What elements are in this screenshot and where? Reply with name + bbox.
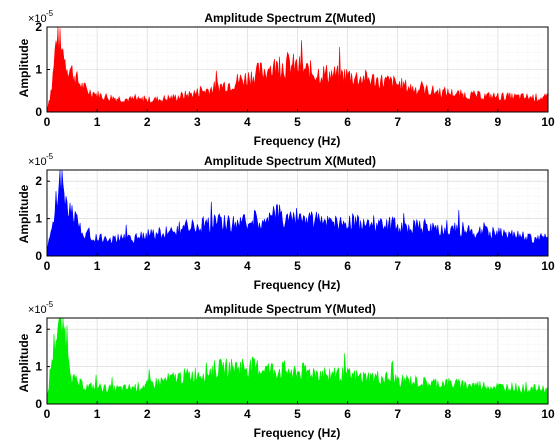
x-tick-label: 8 xyxy=(444,259,451,273)
x-tick-label: 10 xyxy=(541,115,555,129)
x-tick-label: 3 xyxy=(194,259,201,273)
x-tick-label: 5 xyxy=(294,115,301,129)
x-tick-label: 7 xyxy=(394,259,401,273)
x-tick-label: 9 xyxy=(495,259,502,273)
chart-panel-x: Amplitude Spectrum X(Muted) ×10 -5 Ampli… xyxy=(17,152,555,292)
y-tick-label: 0 xyxy=(35,397,42,411)
x-axis-label: Frequency (Hz) xyxy=(254,278,341,292)
x-tick-label: 0 xyxy=(44,259,51,273)
y-axis-label: Amplitude xyxy=(17,38,31,97)
x-tick-label: 1 xyxy=(94,407,101,421)
y-tick-label: 0 xyxy=(35,105,42,119)
x-tick-label: 3 xyxy=(194,407,201,421)
x-tick-label: 6 xyxy=(344,407,351,421)
x-tick-label: 2 xyxy=(144,407,151,421)
x-tick-label: 7 xyxy=(394,115,401,129)
x-tick-label: 10 xyxy=(541,259,555,273)
x-tick-label: 8 xyxy=(444,407,451,421)
y-tick-label: 1 xyxy=(35,212,42,226)
x-tick-label: 1 xyxy=(94,115,101,129)
chart-panel-z: Amplitude Spectrum Z(Muted) ×10 -5 Ampli… xyxy=(17,9,555,148)
x-tick-label: 6 xyxy=(344,259,351,273)
x-tick-label: 2 xyxy=(144,259,151,273)
spectrum-area xyxy=(46,169,549,257)
x-tick-label: 9 xyxy=(495,115,502,129)
x-tick-label: 8 xyxy=(444,115,451,129)
y-exponent-power: -5 xyxy=(46,300,54,309)
x-tick-label: 7 xyxy=(394,407,401,421)
y-tick-label: 2 xyxy=(35,174,42,188)
plot-area: 0 1 2 3 4 5 6 7 8 9 10 0 1 2 xyxy=(35,20,555,129)
chart-title: Amplitude Spectrum Y(Muted) xyxy=(204,302,376,316)
plot-area: 0 1 2 3 4 5 6 7 8 9 10 0 1 2 xyxy=(35,169,555,273)
y-tick-label: 1 xyxy=(35,360,42,374)
x-axis-label: Frequency (Hz) xyxy=(254,426,341,440)
y-exponent-power: -5 xyxy=(46,152,54,161)
chart-title: Amplitude Spectrum X(Muted) xyxy=(204,154,376,168)
y-tick-label: 2 xyxy=(35,322,42,336)
x-tick-label: 9 xyxy=(495,407,502,421)
y-exponent-base: ×10 xyxy=(28,13,47,25)
y-tick-label: 1 xyxy=(35,63,42,77)
x-tick-label: 10 xyxy=(541,407,555,421)
spectrum-area xyxy=(46,26,549,113)
x-tick-label: 4 xyxy=(244,407,251,421)
x-tick-label: 3 xyxy=(194,115,201,129)
x-tick-label: 4 xyxy=(244,259,251,273)
y-axis-label: Amplitude xyxy=(17,333,31,392)
chart-panel-y: Amplitude Spectrum Y(Muted) ×10 -5 Ampli… xyxy=(17,300,555,440)
y-exponent-power: -5 xyxy=(46,9,54,18)
y-tick-label: 0 xyxy=(35,249,42,263)
x-tick-label: 0 xyxy=(44,115,51,129)
y-exponent-base: ×10 xyxy=(28,304,47,316)
plot-area: 0 1 2 3 4 5 6 7 8 9 10 0 1 2 xyxy=(35,317,555,421)
x-axis-label: Frequency (Hz) xyxy=(254,134,341,148)
x-tick-label: 4 xyxy=(244,115,251,129)
x-tick-label: 6 xyxy=(344,115,351,129)
spectrum-area xyxy=(46,317,549,405)
y-exponent-base: ×10 xyxy=(28,156,47,168)
y-axis-label: Amplitude xyxy=(17,184,31,243)
x-tick-label: 1 xyxy=(94,259,101,273)
y-tick-label: 2 xyxy=(35,20,42,34)
x-tick-label: 5 xyxy=(294,259,301,273)
x-tick-label: 0 xyxy=(44,407,51,421)
chart-title: Amplitude Spectrum Z(Muted) xyxy=(204,11,375,25)
x-tick-label: 5 xyxy=(294,407,301,421)
x-tick-label: 2 xyxy=(144,115,151,129)
